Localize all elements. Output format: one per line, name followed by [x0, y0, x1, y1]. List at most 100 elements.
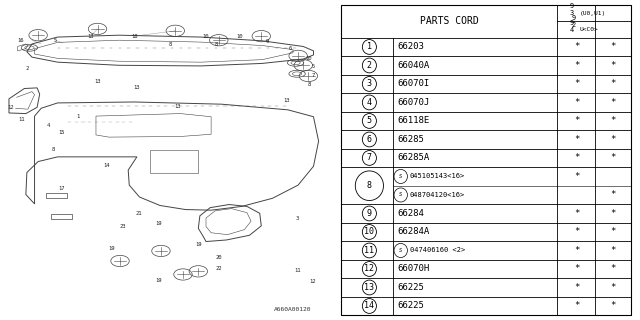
Text: 66225: 66225 — [397, 283, 424, 292]
Text: 11: 11 — [19, 117, 25, 122]
Text: 14: 14 — [103, 163, 109, 168]
Text: 19: 19 — [156, 221, 162, 226]
Text: A660A00120: A660A00120 — [273, 307, 311, 312]
Text: 9
3: 9 3 — [569, 4, 573, 16]
Text: 8: 8 — [168, 42, 172, 47]
Text: 66040A: 66040A — [397, 61, 430, 70]
Text: 15: 15 — [58, 130, 65, 135]
Text: 9
4: 9 4 — [569, 20, 573, 34]
Text: 13: 13 — [175, 104, 181, 108]
Text: 19: 19 — [108, 246, 115, 251]
Text: *: * — [573, 154, 579, 163]
Text: *: * — [611, 79, 616, 88]
Text: 19: 19 — [156, 278, 162, 283]
Text: *: * — [573, 301, 579, 310]
Text: 047406160 <2>: 047406160 <2> — [410, 247, 465, 253]
Text: *: * — [611, 264, 616, 274]
Text: 17: 17 — [58, 186, 65, 191]
Text: *: * — [573, 228, 579, 236]
Text: 11: 11 — [364, 246, 374, 255]
Text: 14: 14 — [364, 301, 374, 310]
Text: 13: 13 — [134, 85, 140, 90]
Text: 4: 4 — [367, 98, 372, 107]
Text: 9: 9 — [367, 209, 372, 218]
Text: 10: 10 — [236, 34, 243, 39]
Text: 3: 3 — [367, 79, 372, 88]
Text: 9
2: 9 2 — [572, 15, 576, 28]
Text: *: * — [573, 264, 579, 274]
Text: 23: 23 — [120, 224, 126, 229]
Text: 66284A: 66284A — [397, 228, 430, 236]
Text: (U0,U1): (U0,U1) — [579, 11, 605, 15]
Text: *: * — [573, 209, 579, 218]
Text: *: * — [611, 246, 616, 255]
Text: *: * — [611, 61, 616, 70]
Text: 16: 16 — [17, 38, 24, 43]
Text: 66284: 66284 — [397, 209, 424, 218]
Text: 13: 13 — [88, 34, 94, 39]
Text: 66203: 66203 — [397, 43, 424, 52]
Text: 66285: 66285 — [397, 135, 424, 144]
Text: *: * — [573, 116, 579, 125]
Text: 045105143<16>: 045105143<16> — [410, 173, 465, 180]
Text: 7: 7 — [367, 154, 372, 163]
Text: *: * — [611, 116, 616, 125]
Text: *: * — [611, 301, 616, 310]
Text: *: * — [573, 135, 579, 144]
Text: *: * — [611, 283, 616, 292]
Text: 12: 12 — [309, 279, 316, 284]
Text: 8: 8 — [308, 82, 311, 87]
Text: S: S — [399, 248, 403, 253]
Text: 6: 6 — [289, 46, 292, 51]
Text: 10: 10 — [364, 228, 374, 236]
Text: 5: 5 — [53, 38, 57, 43]
Text: 12: 12 — [7, 105, 13, 110]
Text: *: * — [573, 61, 579, 70]
Text: *: * — [573, 172, 579, 181]
Text: *: * — [611, 43, 616, 52]
Text: *: * — [611, 228, 616, 236]
Text: 9: 9 — [266, 39, 269, 44]
Text: 66225: 66225 — [397, 301, 424, 310]
Text: 13: 13 — [364, 283, 374, 292]
Text: 66070I: 66070I — [397, 79, 430, 88]
Text: 10: 10 — [203, 34, 209, 39]
Text: 4: 4 — [47, 123, 50, 128]
Text: 8: 8 — [214, 42, 218, 47]
Text: 1: 1 — [76, 114, 79, 119]
Text: 5: 5 — [312, 64, 315, 69]
Text: *: * — [611, 209, 616, 218]
Text: 20: 20 — [216, 255, 222, 260]
Text: *: * — [573, 79, 579, 88]
Text: 8: 8 — [52, 148, 55, 152]
Text: *: * — [573, 246, 579, 255]
Text: 18: 18 — [131, 34, 138, 39]
Text: 21: 21 — [135, 211, 141, 216]
Text: 7: 7 — [312, 73, 315, 78]
Text: 13: 13 — [94, 79, 100, 84]
Text: 13: 13 — [284, 98, 290, 103]
Text: U<C0>: U<C0> — [579, 27, 598, 32]
Text: *: * — [611, 190, 616, 199]
Text: *: * — [611, 135, 616, 144]
Text: 66070H: 66070H — [397, 264, 430, 274]
Text: 19: 19 — [195, 242, 202, 247]
Text: 11: 11 — [294, 268, 300, 273]
Text: S: S — [399, 192, 403, 197]
Text: S: S — [399, 174, 403, 179]
Text: 10: 10 — [305, 56, 312, 60]
Text: 66285A: 66285A — [397, 154, 430, 163]
Text: 8: 8 — [367, 181, 372, 190]
Text: PARTS CORD: PARTS CORD — [420, 16, 479, 26]
Text: 1: 1 — [367, 43, 372, 52]
Text: 2: 2 — [25, 66, 29, 71]
Text: *: * — [573, 98, 579, 107]
Text: 048704120<16>: 048704120<16> — [410, 192, 465, 198]
Text: *: * — [573, 283, 579, 292]
Text: 2: 2 — [367, 61, 372, 70]
Text: 3: 3 — [296, 216, 299, 221]
Text: 22: 22 — [216, 266, 222, 271]
Text: 6: 6 — [367, 135, 372, 144]
Text: 5: 5 — [367, 116, 372, 125]
Text: 66118E: 66118E — [397, 116, 430, 125]
